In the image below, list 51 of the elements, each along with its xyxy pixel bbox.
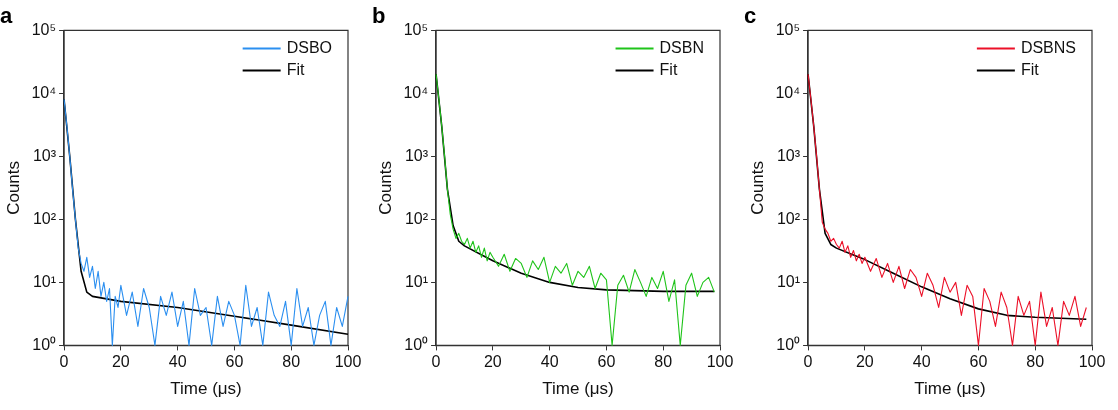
y-tick-label: 10¹ <box>776 272 801 290</box>
y-tick-label: 10³ <box>32 146 57 164</box>
y-axis-title: Counts <box>747 160 767 215</box>
y-tick-label: 10¹ <box>32 272 57 290</box>
legend-label: Fit <box>1020 60 1040 78</box>
x-tick-label: 60 <box>597 353 616 371</box>
chart-title: a <box>0 3 13 29</box>
legend-label: DSBN <box>659 38 704 56</box>
x-axis-title: Time (μs) <box>170 379 242 399</box>
y-tick-label: 10² <box>32 209 57 227</box>
y-tick-label: 10⁵ <box>31 20 57 38</box>
x-tick-label: 40 <box>168 353 187 371</box>
y-tick-label: 10⁴ <box>775 83 801 101</box>
y-tick-label: 10⁴ <box>31 83 57 101</box>
x-tick-label: 100 <box>706 353 734 371</box>
y-axis-title: Counts <box>3 160 23 215</box>
x-tick-label: 0 <box>431 353 441 371</box>
y-tick-label: 10⁰ <box>32 335 57 353</box>
x-tick-label: 0 <box>803 353 813 371</box>
legend-label: DSBNS <box>1020 38 1076 56</box>
x-tick-label: 20 <box>855 353 874 371</box>
x-tick-label: 80 <box>1026 353 1045 371</box>
x-tick-label: 60 <box>225 353 244 371</box>
y-tick-label: 10³ <box>404 146 429 164</box>
x-tick-label: 80 <box>282 353 301 371</box>
y-tick-label: 10³ <box>776 146 801 164</box>
y-tick-label: 10² <box>776 209 801 227</box>
x-axis-title: Time (μs) <box>914 379 986 399</box>
legend-label: Fit <box>286 60 305 78</box>
chart-title: b <box>372 3 386 29</box>
x-tick-label: 100 <box>334 353 362 371</box>
y-tick-label: 10² <box>404 209 429 227</box>
legend-label: DSBO <box>286 38 332 56</box>
y-tick-label: 10⁵ <box>775 20 801 38</box>
x-tick-label: 40 <box>540 353 559 371</box>
y-axis-title: Counts <box>375 160 395 215</box>
y-tick-label: 10¹ <box>404 272 429 290</box>
y-tick-label: 10⁰ <box>404 335 429 353</box>
x-tick-label: 40 <box>912 353 931 371</box>
x-tick-label: 20 <box>111 353 130 371</box>
x-tick-label: 60 <box>969 353 988 371</box>
x-tick-label: 20 <box>483 353 502 371</box>
y-tick-label: 10⁵ <box>403 20 429 38</box>
y-tick-label: 10⁰ <box>776 335 801 353</box>
y-tick-label: 10⁴ <box>403 83 429 101</box>
legend-label: Fit <box>659 60 678 78</box>
x-axis-title: Time (μs) <box>542 379 614 399</box>
x-tick-label: 100 <box>1078 353 1106 371</box>
chart-title: c <box>744 3 757 29</box>
x-tick-label: 80 <box>654 353 673 371</box>
x-tick-label: 0 <box>59 353 69 371</box>
